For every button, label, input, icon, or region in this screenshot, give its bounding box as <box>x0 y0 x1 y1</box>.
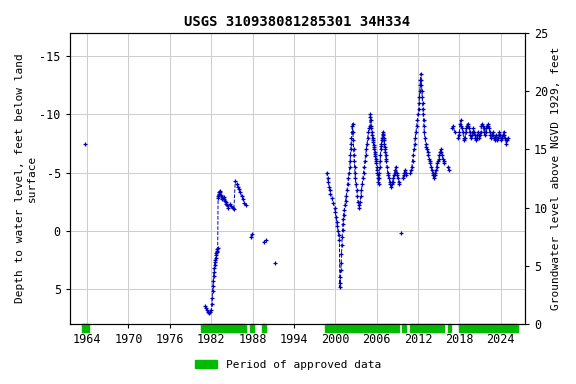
Bar <box>325 324 399 332</box>
Bar <box>402 324 406 332</box>
Bar <box>411 324 444 332</box>
Bar <box>201 324 247 332</box>
Bar <box>448 324 451 332</box>
Bar <box>458 324 518 332</box>
Bar <box>262 324 266 332</box>
Bar <box>251 324 254 332</box>
Legend: Period of approved data: Period of approved data <box>191 356 385 375</box>
Bar <box>82 324 89 332</box>
Title: USGS 310938081285301 34H334: USGS 310938081285301 34H334 <box>184 15 411 29</box>
Y-axis label: Depth to water level, feet below land
surface: Depth to water level, feet below land su… <box>15 53 37 303</box>
Y-axis label: Groundwater level above NGVD 1929, feet: Groundwater level above NGVD 1929, feet <box>551 47 561 310</box>
